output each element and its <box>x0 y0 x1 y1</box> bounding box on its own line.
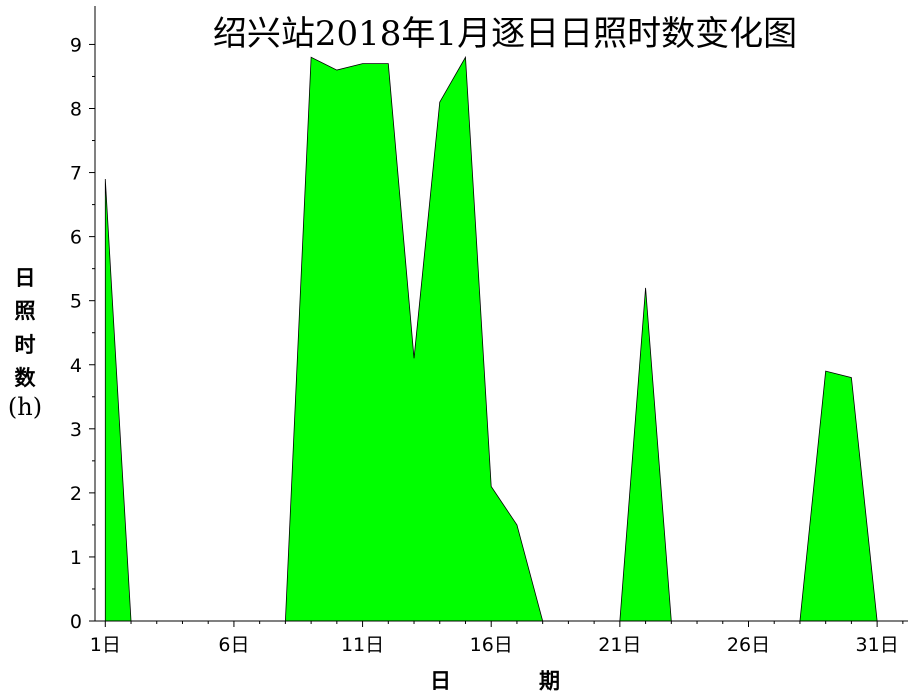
y-tick-label: 4 <box>70 355 82 377</box>
x-tick-label: 31日 <box>856 634 899 656</box>
y-tick-label: 5 <box>70 291 82 313</box>
sunshine-area <box>104 55 878 622</box>
x-tick-label: 21日 <box>598 634 641 656</box>
area-layer <box>104 55 878 622</box>
y-tick-label: 6 <box>70 227 82 249</box>
y-tick-label: 0 <box>70 611 82 633</box>
x-tick-label: 16日 <box>470 634 513 656</box>
y-axis-label-char-3: 时 <box>14 333 36 357</box>
x-tick-label: 1日 <box>90 634 121 656</box>
x-tick-label: 6日 <box>218 634 249 656</box>
y-axis-label-char-2: 照 <box>14 299 36 323</box>
x-axis-label: 日期 <box>430 669 648 693</box>
y-axis-label-char-1: 日 <box>14 266 36 290</box>
y-ticks: 0 1 2 3 4 5 6 7 8 9 <box>70 34 95 633</box>
y-tick-label: 9 <box>70 34 82 56</box>
y-tick-label: 1 <box>70 547 82 569</box>
chart-title: 绍兴站2018年1月逐日日照时数变化图 <box>213 14 797 54</box>
y-axis-label-unit: (h) <box>7 393 43 421</box>
y-tick-label: 8 <box>70 99 82 121</box>
y-tick-label: 3 <box>70 419 82 441</box>
x-ticks: 1日 6日 11日 16日 21日 26日 31日 <box>90 621 904 656</box>
x-tick-label: 11日 <box>341 634 384 656</box>
y-tick-label: 7 <box>70 163 82 185</box>
y-axis-label-char-4: 数 <box>14 366 36 390</box>
x-tick-label: 26日 <box>727 634 770 656</box>
y-tick-label: 2 <box>70 483 82 505</box>
